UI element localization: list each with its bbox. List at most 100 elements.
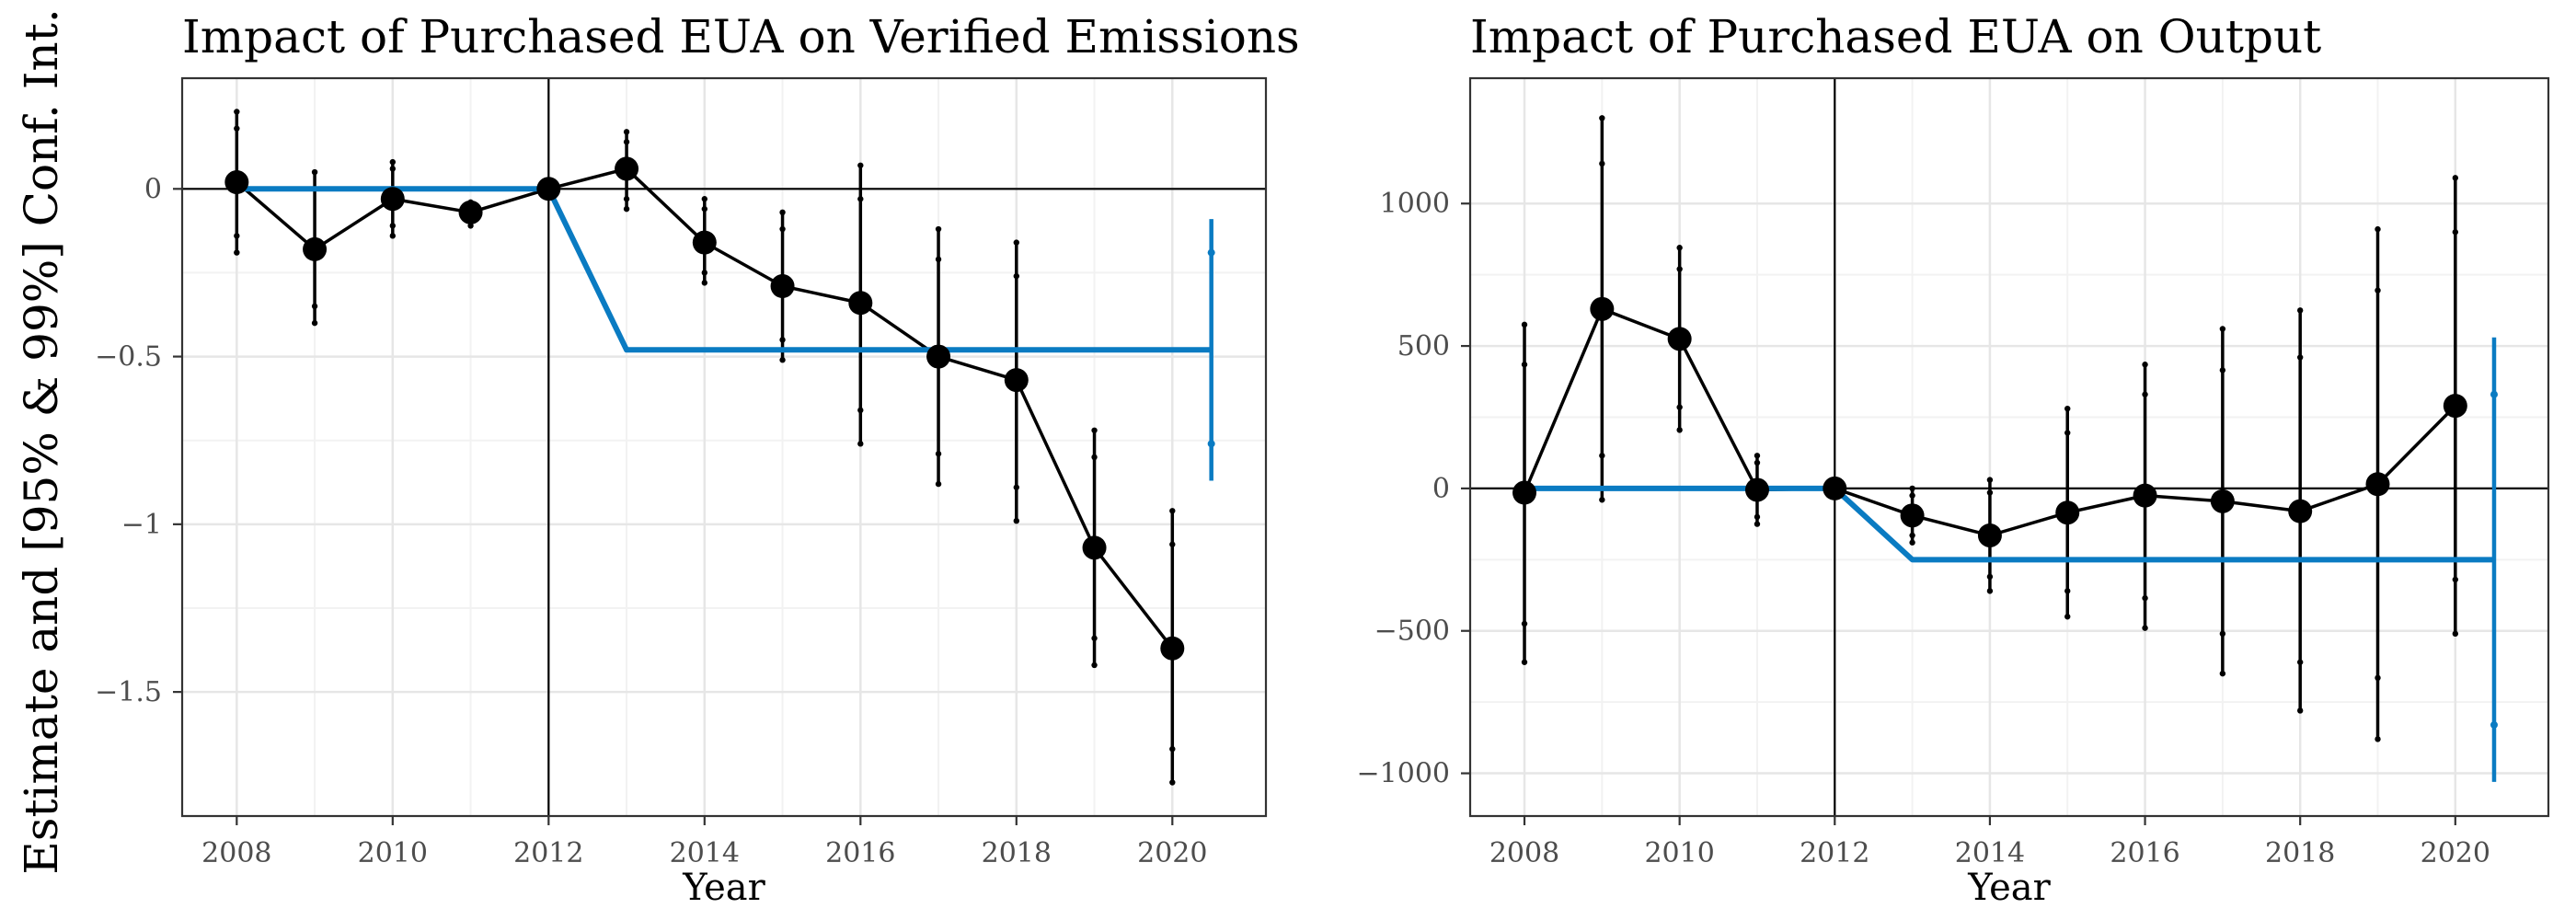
x-tick-label: 2016 (2110, 837, 2179, 869)
estimate-ci-end (1986, 477, 1994, 483)
estimate-ci-end (935, 225, 942, 233)
pooled-ci-end (2490, 390, 2498, 398)
estimate-point (1900, 503, 1925, 528)
estimate-ci-end (701, 280, 708, 286)
estimate-ci-end (701, 196, 708, 202)
estimate-ci-end (2142, 594, 2148, 602)
estimate-point (848, 291, 873, 316)
estimate-point (926, 344, 951, 369)
estimate-ci-end (1521, 659, 1528, 665)
estimate-point (1004, 368, 1029, 393)
estimate-ci-end (2375, 674, 2381, 682)
estimate-ci-end (1169, 745, 1176, 753)
y-tick-label: 500 (1397, 330, 1450, 362)
estimate-ci-end (1909, 532, 1915, 539)
estimate-ci-end (779, 337, 786, 343)
estimate-point (615, 156, 639, 181)
pooled-effect-line (236, 186, 1212, 353)
estimate-ci-end (1909, 539, 1915, 546)
estimate-point (1590, 296, 1615, 321)
x-axis-title: Year (1967, 867, 2051, 909)
estimate-point (2288, 499, 2313, 523)
estimate-ci-end (311, 168, 318, 176)
estimate-ci-end (701, 205, 708, 213)
estimate-ci-end (2142, 391, 2148, 397)
estimate-ci-end (389, 158, 397, 166)
estimate-ci-end (2219, 670, 2226, 677)
estimate-ci-end (1599, 115, 1605, 121)
estimate-ci-end (779, 225, 786, 233)
estimate-ci-end (2452, 175, 2459, 181)
estimate-ci-end (1169, 508, 1176, 514)
estimate-point (1160, 636, 1185, 661)
estimate-ci-end (623, 196, 630, 202)
estimate-ci-end (389, 223, 397, 229)
estimate-ci-end (1091, 427, 1098, 433)
estimate-ci-end (2296, 307, 2304, 314)
estimate-ci-end (2064, 588, 2071, 594)
estimate-ci-end (2375, 287, 2381, 293)
estimate-point (1977, 523, 2002, 547)
y-tick-label: −500 (1374, 615, 1450, 648)
estimate-point (224, 170, 249, 195)
estimate-ci-end (1091, 661, 1098, 669)
estimate-ci-end (2296, 707, 2304, 714)
pooled-ci-end (1207, 440, 1215, 448)
estimate-ci-end (1909, 492, 1915, 499)
y-tick-label: 1000 (1380, 188, 1450, 220)
estimate-ci-end (2375, 736, 2381, 742)
estimate-ci-end (389, 233, 397, 239)
estimate-ci-end (389, 166, 397, 172)
x-tick-label: 2008 (1489, 837, 1559, 869)
panel-border (180, 76, 1268, 818)
estimate-ci-end (2219, 630, 2226, 638)
estimate-point (2365, 472, 2390, 497)
estimate-point (380, 187, 405, 212)
estimate-ci-end (2064, 614, 2071, 620)
estimate-point (1744, 477, 1769, 502)
estimate-ci-end (2219, 367, 2226, 374)
estimate-point (1823, 476, 1847, 500)
estimate-ci-end (1521, 362, 1528, 368)
x-tick-label: 2014 (670, 837, 740, 869)
chart-title: Impact of Purchased EUA on Verified Emis… (182, 10, 1300, 63)
estimate-ci-end (1986, 588, 1994, 594)
estimate-ci-end (2452, 229, 2459, 236)
estimate-point (1667, 327, 1692, 351)
estimate-ci-end (2452, 576, 2459, 583)
estimate-ci-end (1754, 459, 1761, 466)
x-tick-label: 2014 (1955, 837, 2025, 869)
y-tick-label: 0 (1432, 473, 1450, 505)
estimate-ci-end (234, 249, 240, 256)
panel-border (1468, 76, 2550, 818)
estimate-ci-end (935, 451, 942, 457)
estimate-point (536, 177, 561, 201)
x-tick-label: 2018 (2265, 837, 2335, 869)
estimate-ci-end (1986, 489, 1994, 496)
estimate-ci-end (2064, 430, 2071, 436)
estimate-ci-end (1013, 484, 1020, 490)
estimate-ci-end (1754, 521, 1761, 527)
x-tick-label: 2012 (1800, 837, 1869, 869)
estimate-ci-end (935, 256, 942, 263)
x-tick-label: 2016 (825, 837, 895, 869)
estimate-ci-end (1599, 497, 1605, 503)
estimate-ci-end (311, 319, 318, 327)
estimate-ci-end (1676, 404, 1683, 410)
estimate-ci-end (1169, 779, 1176, 786)
estimate-ci-end (1676, 266, 1683, 272)
x-tick-label: 2010 (1644, 837, 1714, 869)
estimate-ci-end (467, 223, 474, 229)
estimate-ci-end (234, 125, 240, 132)
estimate-ci-end (779, 209, 786, 216)
estimate-ci-end (1091, 635, 1098, 641)
estimate-point (2210, 489, 2235, 513)
estimate-ci-end (1754, 453, 1761, 459)
estimate-point (770, 274, 795, 299)
x-tick-label: 2012 (513, 837, 583, 869)
estimate-ci-end (2375, 225, 2381, 233)
y-tick-label: −1.5 (95, 676, 162, 708)
estimate-ci-end (2064, 405, 2071, 412)
estimate-ci-end (1676, 427, 1683, 433)
